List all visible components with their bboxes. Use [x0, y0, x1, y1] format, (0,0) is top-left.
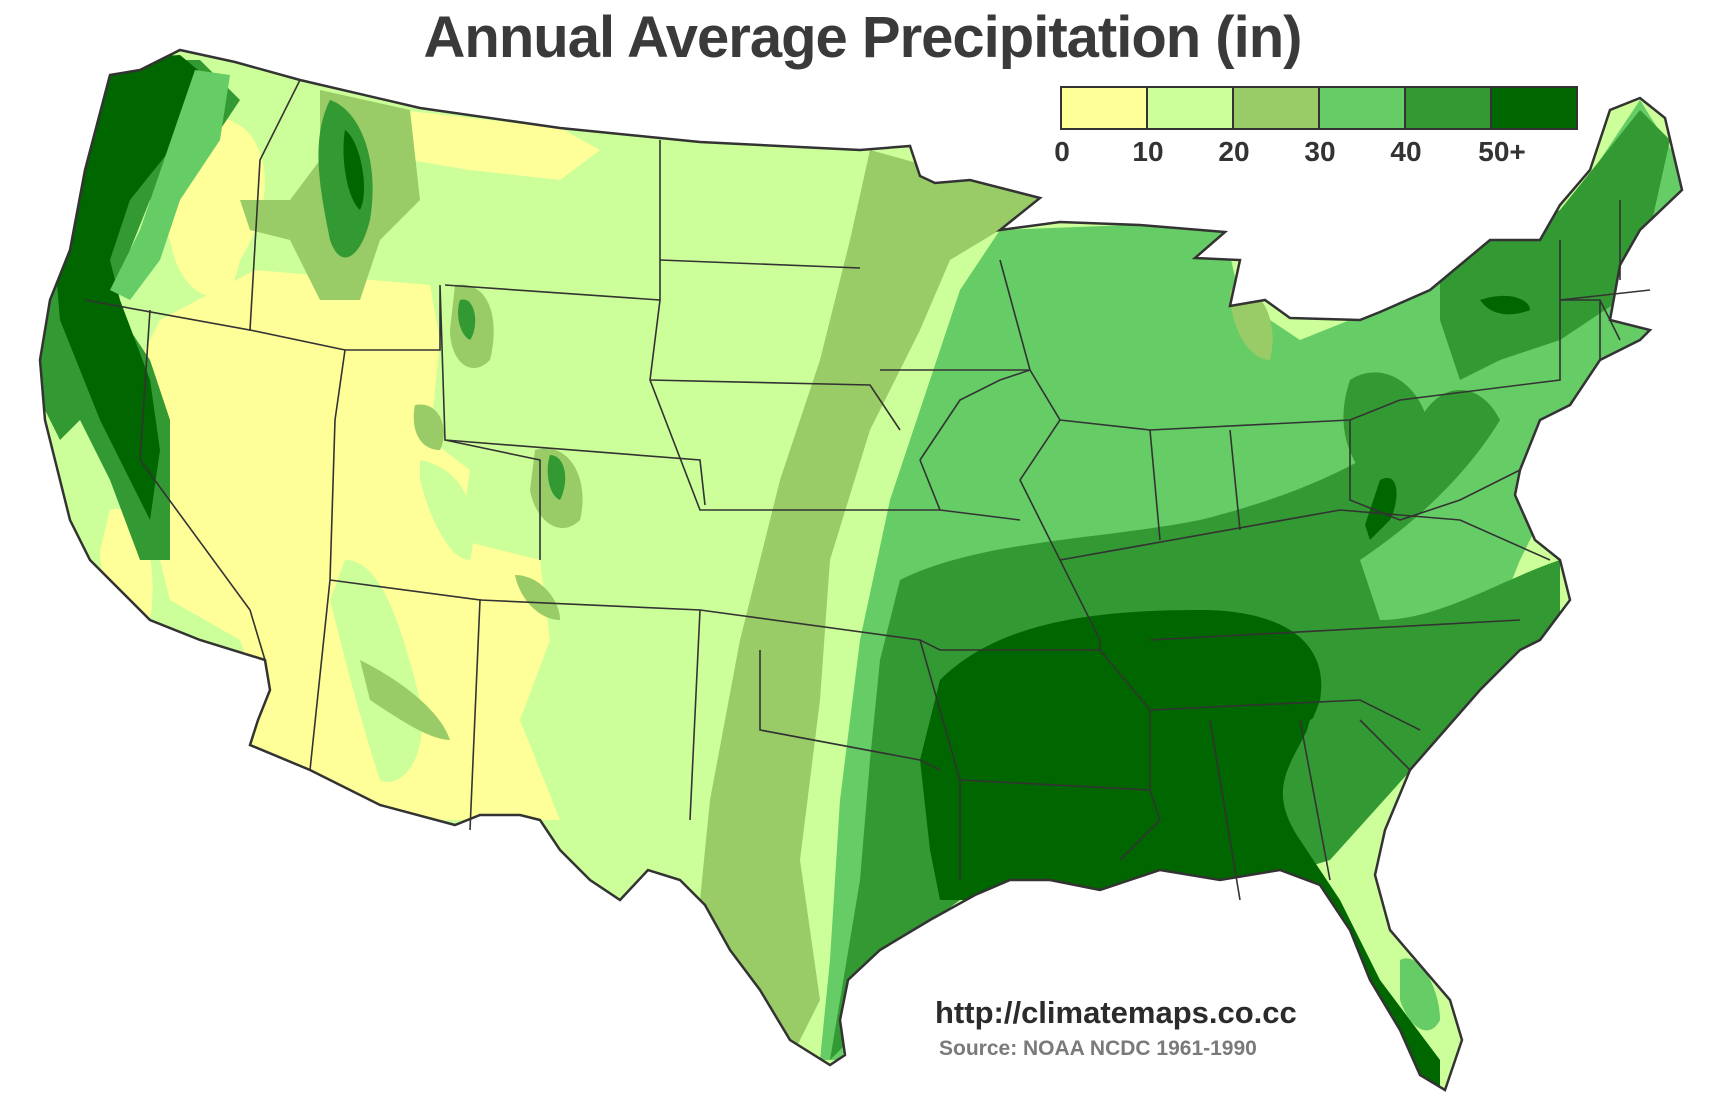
legend-swatches: [1060, 86, 1578, 130]
data-source: Source: NOAA NCDC 1961-1990: [939, 1037, 1257, 1060]
legend-tick: 40: [1390, 136, 1422, 167]
legend-swatch-0-10: [1062, 88, 1148, 128]
legend-swatch-40-50: [1406, 88, 1492, 128]
legend-tick: 30: [1304, 136, 1336, 167]
legend-tick: 0: [1054, 136, 1070, 167]
state-borders: [84, 79, 1651, 901]
legend-swatch-30-40: [1320, 88, 1406, 128]
legend-ticks: 0 10 20 30 40 50+: [1054, 130, 1580, 167]
color-legend: 0 10 20 30 40 50+: [1054, 86, 1580, 167]
legend-swatch-50-plus: [1492, 88, 1576, 128]
website-credit: http://climatemaps.co.cc: [935, 995, 1297, 1030]
map-title: Annual Average Precipitation (in): [423, 5, 1303, 70]
legend-tick: 20: [1218, 136, 1250, 167]
legend-swatch-10-20: [1148, 88, 1234, 128]
legend-tick: 50+: [1478, 136, 1526, 167]
legend-swatch-20-30: [1234, 88, 1320, 128]
legend-tick: 10: [1132, 136, 1164, 167]
